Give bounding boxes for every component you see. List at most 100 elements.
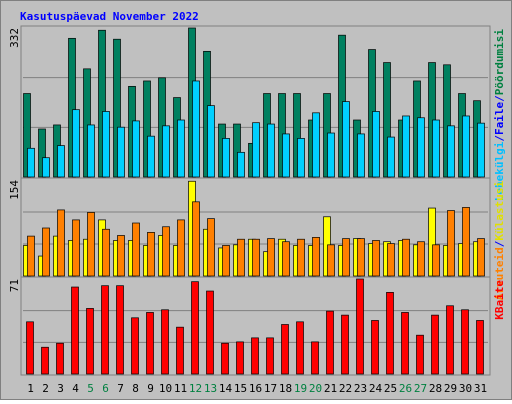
bar — [177, 119, 185, 178]
bar — [117, 126, 125, 178]
bar — [342, 238, 350, 277]
x-tick-label: 10 — [159, 382, 172, 395]
bar — [147, 232, 155, 277]
bar — [132, 222, 140, 277]
y-tick-label: 332 — [8, 28, 21, 48]
bar — [233, 123, 241, 178]
bar — [462, 207, 470, 277]
legend-item: KBaite — [493, 280, 506, 320]
x-tick-label: 31 — [474, 382, 487, 395]
legend-item: / — [493, 135, 506, 142]
x-tick-label: 5 — [87, 382, 94, 395]
bar — [87, 124, 95, 178]
x-tick-label: 11 — [174, 382, 187, 395]
legend: Arvuteid/Külastusi — [493, 181, 506, 301]
bar — [446, 305, 454, 375]
y-tick-label: 71 — [8, 279, 21, 292]
x-tick-label: 4 — [72, 382, 79, 395]
bar — [86, 308, 94, 375]
x-tick-label: 19 — [294, 382, 307, 395]
bar — [341, 314, 349, 375]
bar — [431, 314, 439, 375]
bar — [101, 285, 109, 375]
x-tick-label: 15 — [234, 382, 247, 395]
bar — [402, 115, 410, 178]
bar — [461, 309, 469, 375]
legend-item: Lehekülgi — [493, 141, 506, 201]
bar — [23, 93, 31, 178]
bar — [116, 285, 124, 375]
bar — [146, 312, 154, 375]
bar — [191, 281, 199, 375]
bar — [266, 337, 274, 375]
bar — [236, 341, 244, 375]
x-tick-label: 18 — [279, 382, 292, 395]
bar — [162, 125, 170, 178]
x-tick-label: 3 — [57, 382, 64, 395]
bar — [312, 237, 320, 277]
bar — [72, 109, 80, 178]
bar — [57, 209, 65, 277]
x-tick-label: 7 — [117, 382, 124, 395]
bar — [177, 219, 185, 277]
bar — [297, 238, 305, 277]
x-tick-label: 14 — [219, 382, 233, 395]
bar — [281, 324, 289, 375]
x-tick-label: 16 — [249, 382, 262, 395]
bar — [417, 241, 425, 277]
bar — [432, 244, 440, 277]
bar — [147, 135, 155, 178]
bar — [428, 207, 436, 277]
bar — [237, 151, 245, 178]
bar — [356, 278, 364, 375]
x-tick-label: 6 — [102, 382, 109, 395]
bar — [252, 122, 260, 178]
bar — [293, 93, 301, 178]
bar — [387, 243, 395, 277]
bar — [432, 119, 440, 178]
legend-item: Arvuteid — [493, 247, 506, 300]
bar — [132, 120, 140, 178]
bar — [417, 117, 425, 178]
bar — [207, 105, 215, 178]
x-tick-label: 8 — [132, 382, 139, 395]
bar — [27, 235, 35, 277]
bar — [477, 238, 485, 277]
x-tick-label: 22 — [339, 382, 352, 395]
bar — [102, 111, 110, 178]
bar — [162, 226, 170, 277]
bar — [41, 346, 49, 375]
bar — [113, 38, 121, 178]
bar — [327, 132, 335, 178]
bar — [38, 128, 46, 178]
bar — [387, 136, 395, 178]
bar — [267, 238, 275, 277]
bar — [222, 138, 230, 178]
legend: Lehekülgi/Faile/Pöördumisi — [493, 29, 506, 202]
x-tick-label: 9 — [147, 382, 154, 395]
bar — [462, 115, 470, 178]
bar — [416, 334, 424, 375]
bar — [357, 238, 365, 277]
legend: KBaite — [493, 280, 506, 320]
x-tick-label: 27 — [414, 382, 427, 395]
x-tick-label: 28 — [429, 382, 442, 395]
bar — [371, 320, 379, 375]
bar — [372, 240, 380, 277]
bar — [312, 112, 320, 178]
legend-item: Külastusi — [493, 181, 506, 241]
bar — [237, 238, 245, 277]
bar — [42, 157, 50, 178]
x-tick-label: 12 — [189, 382, 202, 395]
bar — [192, 80, 200, 178]
bar — [87, 212, 95, 277]
bar — [357, 133, 365, 178]
bar — [383, 62, 391, 178]
bar — [161, 309, 169, 375]
x-tick-label: 24 — [369, 382, 383, 395]
bar — [26, 321, 34, 375]
bar — [98, 29, 106, 178]
bar — [252, 238, 260, 277]
bar — [282, 241, 290, 277]
